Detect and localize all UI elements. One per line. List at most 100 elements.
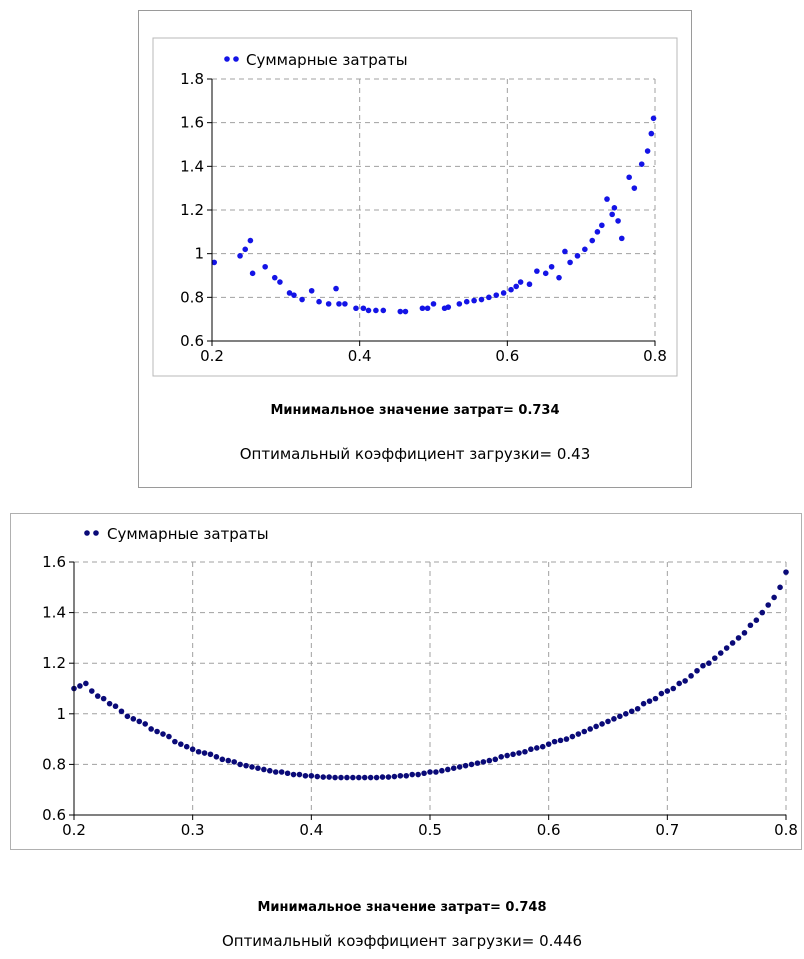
data-point [242,246,249,253]
x-tick-label: 0.6 [495,347,519,365]
data-point [403,772,410,779]
data-point [626,174,632,181]
data-point [415,771,421,778]
data-point [741,630,748,636]
data-point [771,594,777,601]
data-point [296,771,303,778]
data-point [777,584,783,591]
data-point [542,270,549,277]
data-point [421,770,427,777]
data-point [207,751,214,758]
x-tick-label: 0.2 [200,347,224,365]
data-point [493,292,500,298]
data-point [365,307,372,314]
data-point [486,757,493,764]
data-point [617,713,623,720]
data-point [563,736,570,742]
data-point [513,283,519,290]
data-point [148,726,154,732]
data-point [581,728,588,735]
data-point [628,708,635,715]
data-point [599,721,605,727]
data-point [237,253,243,259]
data-point [644,148,651,154]
data-point [247,237,254,244]
chart-legend: Суммарные затраты [224,51,408,69]
data-point [615,218,621,224]
data-point [623,711,629,717]
data-point [314,773,321,780]
data-point [284,770,291,777]
y-tick-label: 1.2 [42,654,66,672]
min-cost-caption-2: Минимальное значение затрат= 0.748 [257,900,547,915]
legend-label: Суммарные затраты [107,525,269,543]
data-point [604,196,610,202]
data-point [556,274,562,281]
scatter-chart-2: 0.2 0.3 0.4 0.5 0.6 0.7 0.8 0.6 0.8 1 1.2 1.4 1.6 Су… [42,525,798,839]
data-point [424,305,431,312]
data-point [344,774,350,781]
data-point [589,237,596,244]
data-point [650,115,657,122]
data-point [478,296,485,303]
data-point [225,757,232,764]
x-tick-label: 0.6 [537,821,561,839]
data-point [106,700,113,707]
data-point [593,723,599,730]
x-tick-label: 0.5 [418,821,442,839]
data-point [385,774,392,780]
data-point [439,767,445,774]
data-point [664,688,671,694]
data-point [528,746,534,753]
legend-marker-dot [224,56,230,62]
legend-marker-dot [233,56,239,62]
data-point [380,307,387,314]
data-point [277,279,283,285]
data-point [609,211,615,218]
data-point [397,308,404,315]
data-point [522,748,528,755]
data-point [445,304,452,310]
data-point [723,645,730,651]
y-tick-label: 0.8 [180,288,204,306]
data-point [729,640,736,646]
data-point [486,294,492,301]
data-point [142,721,148,727]
data-point [567,259,573,266]
data-point [539,743,546,750]
data-point [562,248,568,255]
scatter-chart-1: 0.2 0.4 0.6 0.8 0.6 0.8 1 1.2 1.4 1.6 1.8 Суммарны… [152,37,678,377]
data-point [735,635,742,641]
data-point [261,766,267,773]
legend-marker-dot [84,530,90,536]
data-point [118,708,125,715]
data-point [243,762,249,769]
data-point [249,270,256,277]
data-point [599,222,605,229]
data-point [510,751,516,758]
y-tick-label: 1.8 [180,70,204,88]
data-point [694,667,700,674]
data-point [640,700,647,707]
data-point [94,693,101,699]
data-point [753,617,760,623]
data-point [676,680,682,687]
data-point [286,290,293,296]
data-point [427,769,433,775]
data-point [332,774,338,781]
data-point [373,307,379,314]
data-point [183,743,190,750]
optimal-coef-caption: Оптимальный коэффициент загрузки= 0.43 [239,445,591,463]
data-point [89,688,95,694]
x-tick-label: 0.2 [62,821,86,839]
data-point [231,759,237,765]
data-point [717,650,724,656]
data-point [342,301,348,307]
data-point [747,622,754,629]
data-point [688,673,694,679]
data-point [587,726,593,732]
data-point [409,771,416,778]
data-point [611,716,617,722]
data-point [456,764,463,770]
data-point [658,690,665,697]
